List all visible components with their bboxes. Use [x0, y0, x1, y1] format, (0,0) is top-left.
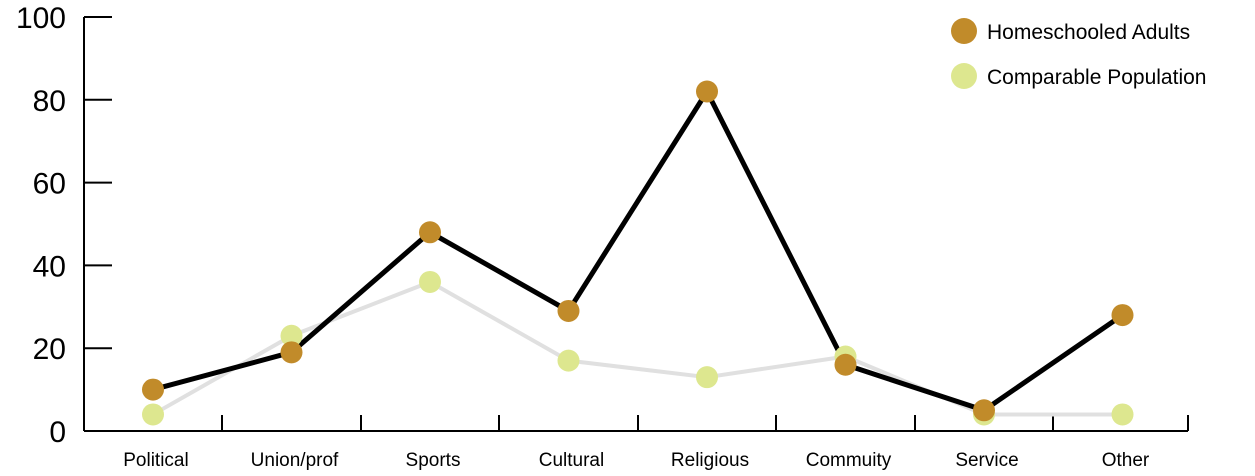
- y-tick-label: 60: [33, 168, 66, 201]
- data-point: [973, 399, 995, 422]
- data-point: [419, 221, 441, 244]
- series-lines: [152, 89, 1124, 417]
- data-point: [557, 299, 580, 322]
- y-tick-label: 80: [33, 85, 66, 118]
- y-tick-label: 0: [49, 416, 66, 449]
- x-tick-label: Political: [123, 450, 188, 471]
- chart-legend: Homeschooled Adults Comparable Population: [951, 18, 1206, 89]
- chart-axes: 0 20 40 60 80 100 Political Union/prof Sports Cul…: [16, 2, 1189, 471]
- legend-marker: [951, 63, 977, 89]
- x-tick-label: Commuity: [806, 450, 892, 471]
- data-point: [834, 353, 857, 376]
- x-tick-label: Sports: [406, 450, 461, 471]
- x-tick-label: Union/prof: [251, 450, 339, 471]
- x-tick-label: Cultural: [539, 450, 604, 471]
- data-point: [1111, 304, 1134, 327]
- data-point: [280, 324, 303, 347]
- data-point: [696, 366, 718, 389]
- y-tick-label: 20: [33, 333, 66, 366]
- data-point: [1111, 403, 1134, 426]
- data-point: [142, 378, 164, 401]
- data-point: [557, 349, 580, 372]
- legend-marker: [951, 18, 977, 44]
- data-point: [142, 403, 164, 426]
- data-point: [419, 270, 441, 293]
- y-tick-label: 100: [16, 2, 66, 35]
- x-tick-label: Other: [1102, 450, 1150, 471]
- x-tick-label: Service: [955, 450, 1018, 471]
- data-point: [280, 341, 303, 364]
- series-points: [142, 80, 1134, 426]
- legend-label: Comparable Population: [987, 66, 1206, 89]
- data-point: [696, 80, 718, 103]
- series-line-0: [152, 89, 1124, 413]
- legend-label: Homeschooled Adults: [987, 21, 1190, 44]
- x-tick-label: Religious: [671, 450, 749, 471]
- y-tick-label: 40: [33, 250, 66, 283]
